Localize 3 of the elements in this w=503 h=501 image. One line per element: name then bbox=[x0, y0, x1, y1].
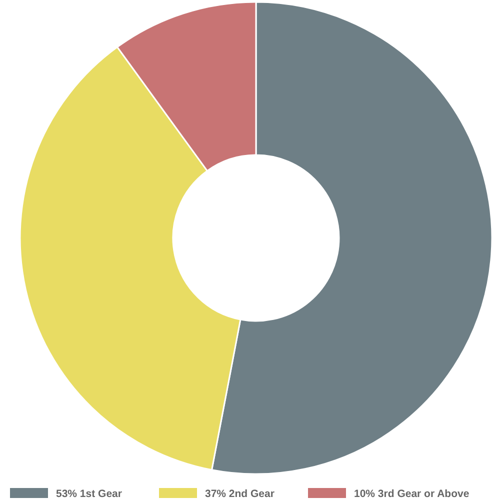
legend-label: 53% 1st Gear bbox=[56, 488, 122, 500]
legend-label: 10% 3rd Gear or Above bbox=[354, 488, 470, 500]
legend-label: 37% 2nd Gear bbox=[205, 488, 274, 500]
